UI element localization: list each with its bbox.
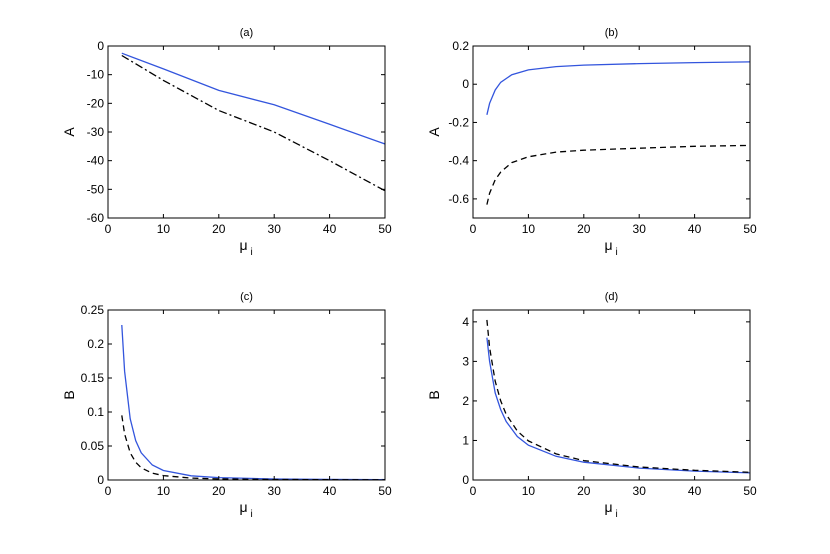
x-tick-label: 0 [470, 222, 477, 236]
y-tick-label: 0 [462, 473, 469, 487]
x-axis-label: μ [604, 237, 612, 253]
x-tick-label: 10 [522, 222, 536, 236]
x-tick-label: 20 [577, 484, 591, 498]
chart-panel-3: 0 10 20 30 40 50 0 1 2 3 4 (d) μ i B [426, 291, 757, 520]
x-tick-label: 20 [212, 484, 226, 498]
x-tick-label: 50 [743, 222, 757, 236]
y-tick-label: 0 [462, 77, 469, 91]
x-tick-label: 0 [105, 484, 112, 498]
y-tick-label: 0.1 [87, 405, 104, 419]
y-tick-label: -60 [87, 211, 105, 225]
y-tick-label: 0 [97, 473, 104, 487]
series-line-0 [486, 337, 750, 474]
y-tick-label: -0.4 [448, 154, 469, 168]
y-tick-label: -0.2 [448, 115, 469, 129]
x-tick-label: 10 [157, 222, 171, 236]
x-tick-label: 10 [522, 484, 536, 498]
chart-title: (c) [240, 291, 253, 303]
x-axis-label-subscript: i [251, 247, 253, 258]
x-axis-label: μ [604, 499, 612, 515]
x-tick-label: 40 [688, 484, 702, 498]
chart-panel-2: 0 10 20 30 40 50 0 0.05 0.1 0.15 0.2 0.25 (c) μ i B [61, 291, 392, 520]
x-tick-label: 20 [212, 222, 226, 236]
axes-box [472, 309, 751, 481]
x-tick-label: 50 [378, 484, 392, 498]
x-tick-label: 10 [157, 484, 171, 498]
x-axis-label: μ [239, 499, 247, 515]
x-tick-label: 0 [470, 484, 477, 498]
y-axis-label: B [426, 390, 442, 399]
y-tick-label: 2 [462, 394, 469, 408]
x-axis-label-subscript: i [251, 509, 253, 520]
x-tick-label: 30 [633, 484, 647, 498]
y-tick-label: -0.6 [448, 192, 469, 206]
x-tick-label: 30 [268, 484, 282, 498]
x-tick-label: 30 [268, 222, 282, 236]
y-tick-label: 0.05 [81, 439, 105, 453]
chart-panel-0: 0 10 20 30 40 50 -60 -50 -40 -30 -20 -10 0 (a) μ i A [61, 27, 392, 258]
y-tick-label: 4 [462, 315, 469, 329]
series-line-1 [121, 54, 385, 192]
chart-title: (a) [240, 27, 253, 39]
y-tick-label: 1 [462, 433, 469, 447]
chart-title: (b) [605, 27, 618, 39]
y-tick-label: -20 [87, 96, 105, 110]
x-tick-label: 40 [323, 484, 337, 498]
series-line-1 [486, 319, 750, 473]
y-tick-label: 0.25 [81, 303, 105, 317]
x-tick-label: 50 [378, 222, 392, 236]
axes-box [107, 309, 386, 481]
y-axis-label: A [426, 127, 442, 137]
y-tick-label: -30 [87, 125, 105, 139]
x-tick-label: 0 [105, 222, 112, 236]
y-tick-label: -40 [87, 154, 105, 168]
y-tick-label: 0.2 [452, 39, 469, 53]
axes-box [472, 45, 751, 219]
chart-title: (d) [605, 291, 618, 303]
series-line-0 [121, 52, 385, 145]
y-tick-label: 0 [97, 39, 104, 53]
x-tick-label: 40 [323, 222, 337, 236]
y-tick-label: -50 [87, 182, 105, 196]
x-tick-label: 30 [633, 222, 647, 236]
x-tick-label: 50 [743, 484, 757, 498]
x-axis-label-subscript: i [616, 247, 618, 258]
series-line-1 [486, 144, 750, 205]
y-axis-label: A [61, 127, 77, 137]
y-tick-label: -10 [87, 68, 105, 82]
y-tick-label: 0.15 [81, 371, 105, 385]
series-line-0 [121, 324, 385, 480]
x-axis-label-subscript: i [616, 509, 618, 520]
x-tick-label: 40 [688, 222, 702, 236]
x-tick-label: 20 [577, 222, 591, 236]
x-axis-label: μ [239, 237, 247, 253]
y-tick-label: 3 [462, 354, 469, 368]
series-line-0 [486, 61, 750, 115]
y-tick-label: 0.2 [87, 337, 104, 351]
y-axis-label: B [61, 390, 77, 399]
chart-panel-1: 0 10 20 30 40 50 -0.6 -0.4 -0.2 0 0.2 (b) μ i A [426, 27, 757, 258]
